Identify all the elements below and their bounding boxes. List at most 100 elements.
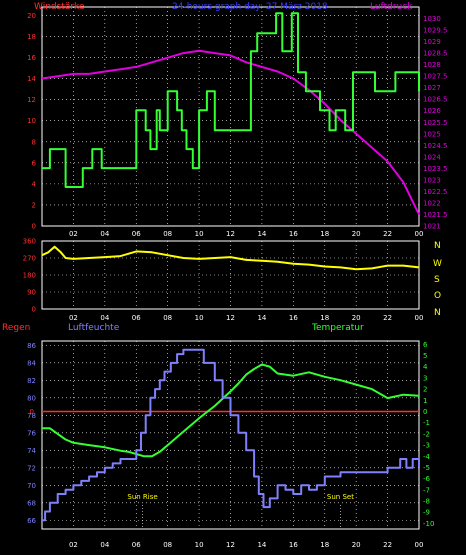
x-tick-label: 00 bbox=[415, 230, 424, 238]
y-tick-label: 18 bbox=[27, 33, 36, 41]
x-tick-label: 12 bbox=[226, 230, 235, 238]
x-tick-label: 06 bbox=[132, 230, 141, 238]
y-right-tick-label: 2 bbox=[423, 386, 427, 394]
x-tick-label: 08 bbox=[163, 541, 172, 549]
x-tick-label: 22 bbox=[383, 541, 392, 549]
y-right-tick-label: 1030 bbox=[423, 15, 441, 23]
y-right-tick-label: -1 bbox=[423, 419, 430, 427]
header-title: 24-hours graph day: 27 März 2018 bbox=[172, 2, 328, 12]
y-tick-label: 82 bbox=[27, 377, 36, 385]
x-tick-label: 02 bbox=[69, 541, 78, 549]
x-tick-label: 10 bbox=[195, 541, 204, 549]
y-right-tick-label: 4 bbox=[423, 363, 428, 371]
x-tick-label: 06 bbox=[132, 541, 141, 549]
header-luftfeuchte: Luftfeuchte bbox=[68, 323, 120, 333]
y-right-tick-label: 6 bbox=[423, 341, 428, 349]
x-tick-label: 08 bbox=[163, 230, 172, 238]
y-right-tick-label: 1027.5 bbox=[423, 73, 448, 81]
x-tick-label: 06 bbox=[132, 314, 141, 322]
x-tick-label: 16 bbox=[289, 314, 298, 322]
y-tick-label: 16 bbox=[27, 54, 36, 62]
x-tick-label: 20 bbox=[352, 541, 361, 549]
y-right-tick-label: -8 bbox=[423, 498, 430, 506]
y-tick-label: 6 bbox=[32, 159, 37, 167]
y-tick-label: 90 bbox=[27, 289, 36, 297]
compass-o: O bbox=[434, 291, 441, 301]
y-tick-label: 8 bbox=[32, 138, 36, 146]
y-right-tick-label: 1025 bbox=[423, 130, 441, 138]
x-tick-label: 00 bbox=[415, 314, 424, 322]
x-tick-label: 04 bbox=[100, 541, 109, 549]
x-tick-label: 04 bbox=[100, 314, 109, 322]
header-luftdruck: Luftdruck bbox=[370, 2, 413, 12]
sun-rise-label: Sun Rise bbox=[127, 493, 157, 501]
y-tick-label: 20 bbox=[27, 12, 36, 20]
x-tick-label: 14 bbox=[257, 541, 266, 549]
y-right-tick-label: 3 bbox=[423, 374, 427, 382]
y-tick-label: 10 bbox=[27, 117, 36, 125]
y-tick-label: 0 bbox=[32, 223, 36, 231]
series-line-wind-direction bbox=[41, 245, 420, 271]
compass-n-top: N bbox=[434, 241, 441, 251]
y-right-tick-label: 1027 bbox=[423, 84, 441, 92]
header-regen: Regen bbox=[2, 323, 30, 333]
y-right-tick-label: 1028 bbox=[423, 61, 441, 69]
y-tick-label: 78 bbox=[27, 412, 36, 420]
y-right-tick-label: 1022.5 bbox=[423, 188, 448, 196]
x-tick-label: 22 bbox=[383, 230, 392, 238]
y-right-tick-label: 1021 bbox=[423, 223, 441, 231]
y-right-tick-label: 1021.5 bbox=[423, 211, 448, 219]
compass-n-bottom: N bbox=[434, 308, 441, 318]
y-tick-label: 0 bbox=[32, 306, 36, 314]
sun-set-label: Sun Set bbox=[327, 493, 354, 501]
y-tick-label: 80 bbox=[27, 394, 36, 402]
x-tick-label: 10 bbox=[195, 314, 204, 322]
y-tick-label: 74 bbox=[27, 447, 36, 455]
x-tick-label: 22 bbox=[383, 314, 392, 322]
y-right-tick-label: -9 bbox=[423, 509, 430, 517]
series-line-temperatur bbox=[42, 363, 420, 458]
compass-w: W bbox=[433, 259, 442, 269]
top-chart: 02 04 06 08 10 12 14 16 18 20 22 000246810121416182… bbox=[27, 6, 448, 238]
y-tick-label: 86 bbox=[27, 342, 36, 350]
y-right-tick-label: 1028.5 bbox=[423, 50, 448, 58]
header-temperatur: Temperatur bbox=[311, 323, 364, 333]
x-tick-label: 16 bbox=[289, 230, 298, 238]
y-tick-label: 66 bbox=[27, 517, 36, 525]
y-right-tick-label: 0 bbox=[423, 408, 427, 416]
y-right-tick-label: 1022 bbox=[423, 199, 441, 207]
y-tick-label: 360 bbox=[23, 238, 36, 246]
rain-tick-label: 0 bbox=[30, 408, 34, 416]
y-right-tick-label: 1029 bbox=[423, 38, 441, 46]
header-windstaerke: Windstärke bbox=[34, 2, 85, 12]
x-tick-label: 02 bbox=[69, 230, 78, 238]
y-tick-label: 270 bbox=[23, 255, 36, 263]
x-tick-label: 08 bbox=[163, 314, 172, 322]
y-right-tick-label: 1023.5 bbox=[423, 165, 448, 173]
x-tick-label: 10 bbox=[195, 230, 204, 238]
y-right-tick-label: -3 bbox=[423, 442, 430, 450]
x-tick-label: 18 bbox=[320, 230, 329, 238]
series-line-luftfeuchte bbox=[42, 348, 420, 522]
x-tick-label: 02 bbox=[69, 314, 78, 322]
x-tick-label: 18 bbox=[320, 314, 329, 322]
y-tick-label: 2 bbox=[32, 201, 36, 209]
y-tick-label: 72 bbox=[27, 464, 36, 472]
y-right-tick-label: -2 bbox=[423, 430, 430, 438]
series-line-luftdruck bbox=[41, 49, 420, 215]
y-tick-label: 76 bbox=[27, 429, 36, 437]
x-tick-label: 20 bbox=[352, 314, 361, 322]
series-line-windst-rke bbox=[42, 12, 420, 188]
y-right-tick-label: -5 bbox=[423, 464, 430, 472]
y-right-tick-label: 1025.5 bbox=[423, 119, 448, 127]
y-right-tick-label: 1026.5 bbox=[423, 96, 448, 104]
x-tick-label: 14 bbox=[257, 230, 266, 238]
x-tick-label: 12 bbox=[226, 541, 235, 549]
y-right-tick-label: -10 bbox=[423, 520, 434, 528]
y-right-tick-label: -6 bbox=[423, 475, 431, 483]
x-tick-label: 04 bbox=[100, 230, 109, 238]
y-tick-label: 68 bbox=[27, 499, 36, 507]
y-right-tick-label: 1023 bbox=[423, 176, 441, 184]
x-tick-label: 12 bbox=[226, 314, 235, 322]
